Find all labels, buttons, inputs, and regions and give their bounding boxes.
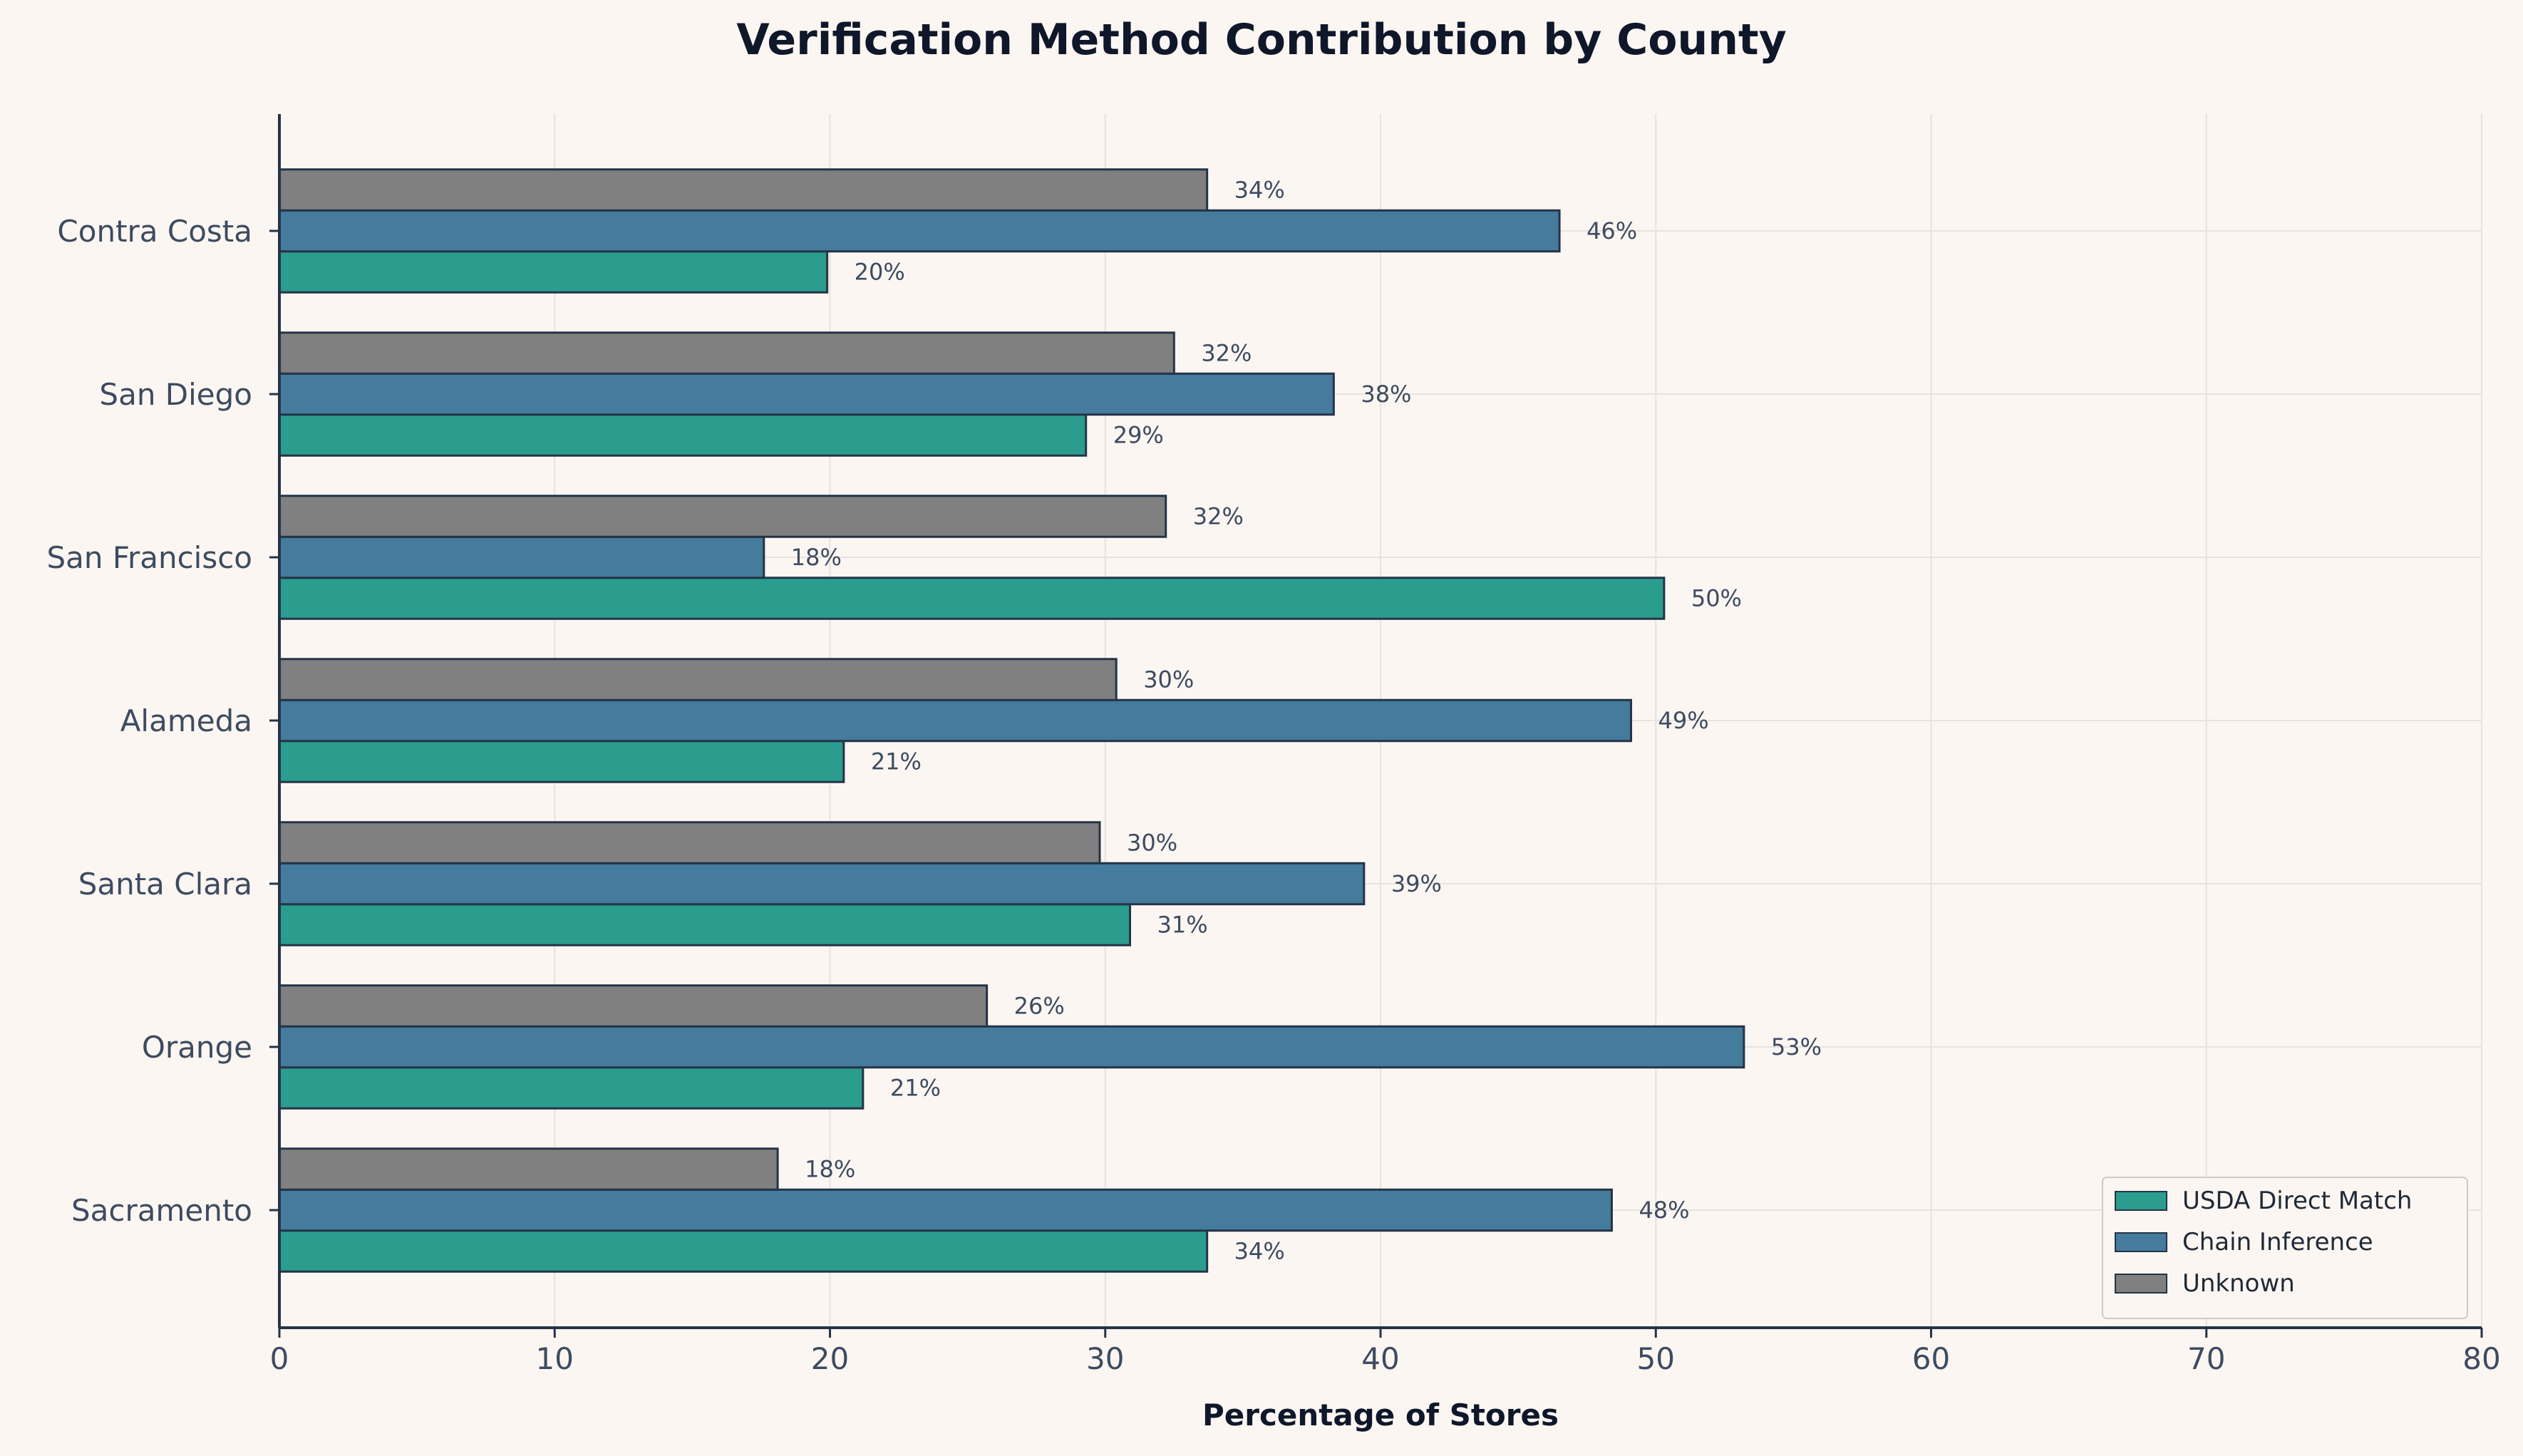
bar: [278, 698, 1632, 743]
bar: [278, 862, 1366, 906]
legend-label: Chain Inference: [2182, 1228, 2373, 1256]
y-tick-label: Alameda: [120, 703, 252, 738]
bar-value-label: 53%: [1771, 1033, 1822, 1060]
bar-value-label: 26%: [1014, 993, 1065, 1020]
x-tick-label: 70: [2187, 1341, 2225, 1376]
x-tick-label: 80: [2462, 1341, 2500, 1376]
bar-value-label: 34%: [1234, 1238, 1285, 1265]
x-tick-label: 60: [1912, 1341, 1950, 1376]
bar-value-label: 39%: [1391, 870, 1442, 897]
x-ticks: 0 10 20 30 40 50 60 70 80: [270, 1328, 2501, 1376]
bar: [278, 740, 845, 783]
bar: [278, 168, 1209, 212]
y-tick-label: San Francisco: [46, 540, 252, 575]
data-labels: 20% 46% 34% 29% 38% 32% 50% 18% 32% 21% 49% 30% 31% 3…: [791, 177, 1822, 1265]
y-tick-label: Sacramento: [71, 1193, 252, 1228]
bar: [278, 903, 1132, 946]
bar-value-label: 46%: [1586, 217, 1637, 244]
bar-value-label: 32%: [1201, 340, 1252, 367]
bar: [278, 331, 1175, 375]
legend: USDA Direct Match Chain Inference Unknown: [2102, 1177, 2468, 1319]
x-tick-label: 0: [270, 1341, 289, 1376]
bar-value-label: 21%: [871, 748, 922, 775]
bar: [278, 535, 765, 579]
bar-value-label: 38%: [1361, 381, 1411, 408]
bar: [278, 1066, 865, 1110]
bar: [278, 413, 1088, 457]
bar-value-label: 48%: [1639, 1197, 1689, 1224]
bar-value-label: 50%: [1691, 585, 1742, 612]
chart-title: Verification Method Contribution by Coun…: [736, 15, 1786, 65]
bar-value-label: 32%: [1193, 503, 1244, 530]
bar: [278, 372, 1335, 416]
y-tick-label: Orange: [142, 1030, 252, 1065]
bar-value-label: 31%: [1157, 912, 1208, 939]
bar: [278, 1025, 1745, 1069]
bar: [278, 209, 1561, 253]
bar: [278, 984, 989, 1028]
bar: [278, 495, 1167, 538]
x-tick-label: 30: [1086, 1341, 1124, 1376]
bar-value-label: 30%: [1127, 830, 1177, 857]
bar: [278, 1188, 1613, 1232]
bar: [278, 658, 1118, 701]
y-ticks: Contra Costa San Diego San Francisco Alamed…: [46, 214, 279, 1228]
bar-value-label: 30%: [1143, 666, 1194, 693]
y-tick-label: Santa Clara: [78, 867, 252, 902]
bar-value-label: 20%: [855, 259, 905, 286]
bar: [278, 821, 1101, 864]
y-tick-label: Contra Costa: [57, 214, 252, 249]
x-axis-label: Percentage of Stores: [1202, 1398, 1559, 1432]
bar: [278, 577, 1666, 620]
legend-swatch: [2115, 1191, 2167, 1211]
bar: [278, 1229, 1209, 1273]
x-tick-label: 20: [811, 1341, 849, 1376]
x-tick-label: 50: [1637, 1341, 1675, 1376]
legend-label: Unknown: [2182, 1269, 2295, 1298]
legend-box: [2102, 1177, 2468, 1319]
bar-value-label: 49%: [1658, 707, 1708, 734]
bar-value-label: 18%: [791, 544, 842, 571]
legend-swatch: [2115, 1274, 2167, 1294]
bar: [278, 1147, 779, 1191]
x-tick-label: 40: [1361, 1341, 1399, 1376]
bar-value-label: 21%: [890, 1075, 941, 1102]
legend-label: USDA Direct Match: [2182, 1187, 2412, 1215]
bar-value-label: 18%: [805, 1156, 855, 1183]
bar: [278, 250, 829, 294]
legend-swatch: [2115, 1232, 2167, 1252]
bars: [278, 168, 1745, 1273]
y-tick-label: San Diego: [99, 377, 252, 412]
bar-value-label: 29%: [1113, 422, 1164, 449]
x-tick-label: 10: [536, 1341, 574, 1376]
bar-value-label: 34%: [1234, 177, 1285, 204]
